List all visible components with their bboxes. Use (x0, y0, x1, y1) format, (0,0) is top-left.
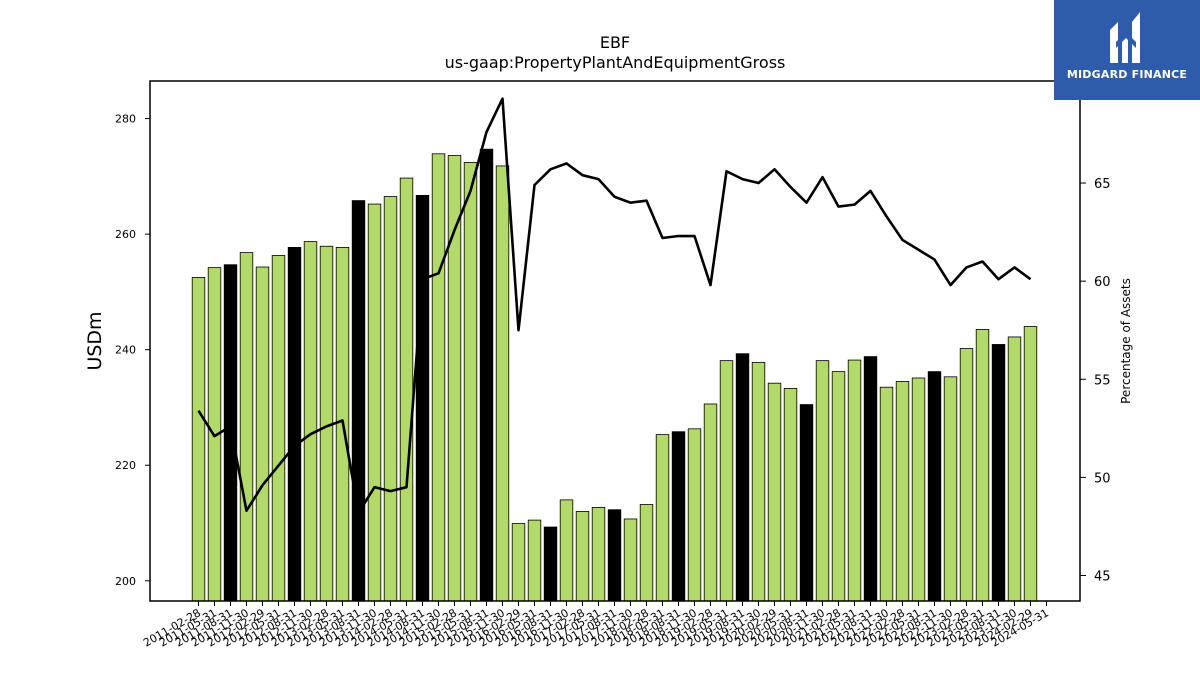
logo-text: MIDGARD FINANCE (1066, 68, 1188, 81)
logo: MIDGARD FINANCE (1054, 0, 1200, 100)
y2-tick-label: 65 (1094, 177, 1111, 192)
y2-axis-label: Percentage of Assets (1119, 278, 1133, 404)
bar (607, 509, 622, 602)
series-line (197, 97, 1032, 515)
y-axis-label: USDm (84, 311, 106, 370)
bar (623, 518, 638, 602)
bar (991, 344, 1006, 602)
bar (783, 387, 798, 602)
bar (255, 266, 270, 602)
logo-mark-icon (1110, 12, 1140, 63)
bar (975, 329, 990, 602)
bar (287, 246, 302, 602)
bar (303, 241, 318, 602)
y-tick-label: 260 (115, 228, 136, 241)
bar (655, 434, 670, 602)
y2-tick-label: 45 (1094, 569, 1111, 584)
bar (1023, 326, 1038, 602)
bar (751, 361, 766, 602)
bars-group (191, 148, 1038, 602)
bar (911, 377, 926, 602)
bar (1007, 336, 1022, 602)
y-tick-label: 200 (115, 575, 136, 588)
bar (351, 200, 366, 602)
bar (735, 353, 750, 602)
bar (943, 376, 958, 602)
bar (959, 348, 974, 602)
bar (719, 360, 734, 602)
y2-tick-label: 55 (1094, 373, 1111, 388)
bar (639, 504, 654, 602)
bar (815, 360, 830, 602)
bar (671, 431, 686, 602)
bar (687, 428, 702, 602)
bar (367, 203, 382, 602)
axes-group: 20022024026028045505560652011-02-282011-… (115, 80, 1111, 650)
bar (895, 381, 910, 602)
bar (831, 371, 846, 602)
bar (559, 499, 574, 602)
line-group (197, 97, 1032, 515)
bar (927, 371, 942, 602)
bar (383, 196, 398, 602)
chart-subtitle: us-gaap:PropertyPlantAndEquipmentGross (445, 53, 786, 72)
bar (591, 506, 606, 602)
bar (271, 255, 286, 602)
bar (415, 194, 430, 602)
bar (511, 523, 526, 602)
bar (479, 148, 494, 602)
bar (847, 359, 862, 602)
y-tick-label: 220 (115, 459, 136, 472)
bar (767, 382, 782, 602)
bar (399, 177, 414, 602)
bar (431, 153, 446, 602)
y2-tick-label: 60 (1094, 275, 1111, 290)
bar (527, 519, 542, 602)
y-tick-label: 240 (115, 344, 136, 357)
bar (703, 403, 718, 602)
bar (239, 252, 254, 602)
bar (799, 404, 814, 602)
chart-title: EBF (600, 33, 630, 52)
bar (495, 165, 510, 602)
bar (191, 277, 206, 602)
bar (575, 511, 590, 602)
bar (863, 356, 878, 602)
bar (543, 526, 558, 602)
y2-tick-label: 50 (1094, 471, 1111, 486)
bar (463, 162, 478, 602)
y-tick-label: 280 (115, 113, 136, 126)
bar (879, 386, 894, 602)
